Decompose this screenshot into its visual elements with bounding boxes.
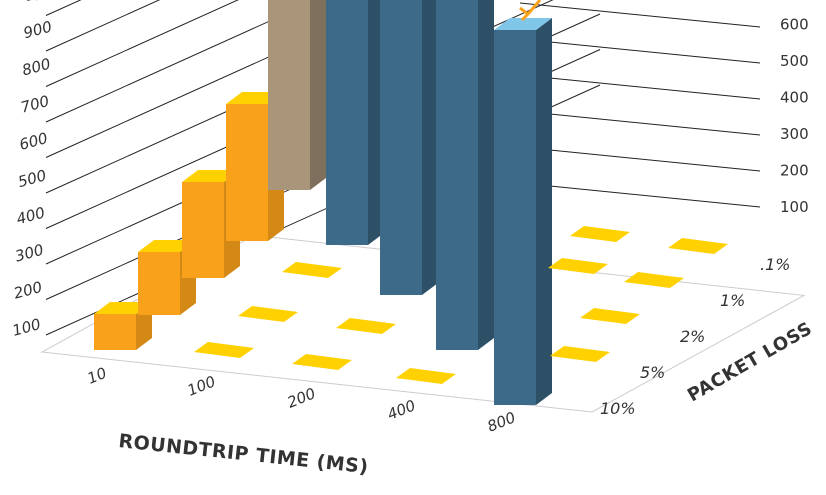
left-tick-label: 1,000 <box>23 0 69 5</box>
z-tick-label: .1% <box>760 255 790 274</box>
left-axis-ticks: 100 200 300 400 500 600 700 800 900 1,000 <box>10 0 69 340</box>
right-tick-label: 200 <box>780 162 809 180</box>
z-axis-ticks: .1% 1% 2% 5%10% <box>600 255 790 418</box>
bar-tile <box>668 238 728 254</box>
bar-tile <box>282 262 342 278</box>
right-tick-label: 100 <box>780 198 809 216</box>
bar-400ms-2pct-front <box>436 0 478 350</box>
left-tick-label: 300 <box>13 241 45 266</box>
bar-tile <box>548 258 608 274</box>
right-tick-label: 500 <box>780 52 809 70</box>
left-tick-label: 100 <box>10 315 42 340</box>
x-tick-label: 200 <box>285 384 318 411</box>
bar-200ms-1pct-side <box>422 0 438 295</box>
z-tick-label: 1% <box>720 291 745 310</box>
bars <box>94 0 728 405</box>
left-tick-label: 500 <box>16 166 48 191</box>
bar-400ms-2pct-side <box>478 0 494 350</box>
left-tick-label: 900 <box>22 17 54 42</box>
x-tick-label: 10 <box>85 364 109 388</box>
right-tick-label: 600 <box>780 16 809 34</box>
x-axis-title: ROUNDTRIP TIME (MS) <box>117 430 369 478</box>
arrow-icon <box>519 0 542 22</box>
left-gridline <box>45 0 161 52</box>
bar-10ms-2pct-front <box>182 182 224 278</box>
bar-tile <box>580 308 640 324</box>
bar-tile <box>194 342 254 358</box>
z-tick-label: 5% <box>640 363 665 382</box>
bar-10ms-0.1pct-front <box>268 0 310 190</box>
bar-10ms-5pct-top <box>138 240 196 252</box>
z-tick-label: 10% <box>600 399 636 418</box>
right-tick-label: 400 <box>780 89 809 107</box>
right-gridline <box>519 146 761 172</box>
left-tick-label: 700 <box>19 92 51 117</box>
bar-200ms-0.1pct-front <box>326 0 368 245</box>
left-tick-label: 600 <box>17 129 49 154</box>
right-tick-label: 300 <box>780 125 809 143</box>
bar-10ms-5pct-front <box>138 252 180 315</box>
bar-10ms-0.1pct-side <box>310 0 326 190</box>
bar-tile <box>550 346 610 362</box>
z-tick-label: 2% <box>680 327 705 346</box>
left-tick-label: 200 <box>12 278 44 303</box>
bar-800ms-10pct-front <box>494 30 536 405</box>
bar-tile <box>396 368 456 384</box>
bar-10ms-2pct-top <box>182 170 240 182</box>
left-tick-label: 400 <box>15 203 47 228</box>
bar-tile <box>336 318 396 334</box>
left-tick-label: 800 <box>20 55 52 80</box>
left-gridline <box>45 0 239 87</box>
bar-10ms-10pct-front <box>94 314 136 350</box>
right-gridline <box>519 110 761 136</box>
right-gridline <box>519 74 761 100</box>
bar-tile <box>570 226 630 242</box>
x-tick-label: 100 <box>185 372 218 399</box>
right-axis-ticks: 100 200 300 400 500 600 <box>780 16 809 217</box>
left-gridline <box>45 0 318 123</box>
x-tick-label: 400 <box>385 396 418 423</box>
bar-10ms-1pct-front <box>226 104 268 241</box>
bar-800ms-10pct-top <box>494 18 552 30</box>
right-gridline <box>519 182 761 208</box>
bar-800ms-10pct-side <box>536 18 552 405</box>
bar-tile <box>292 354 352 370</box>
right-gridline <box>519 38 761 64</box>
bar-tile <box>238 306 298 322</box>
bar-10ms-10pct-top <box>94 302 152 314</box>
right-gridline <box>519 2 761 28</box>
x-tick-label: 800 <box>485 408 518 435</box>
bar-tile <box>624 272 684 288</box>
bar-200ms-1pct-front <box>380 0 422 295</box>
